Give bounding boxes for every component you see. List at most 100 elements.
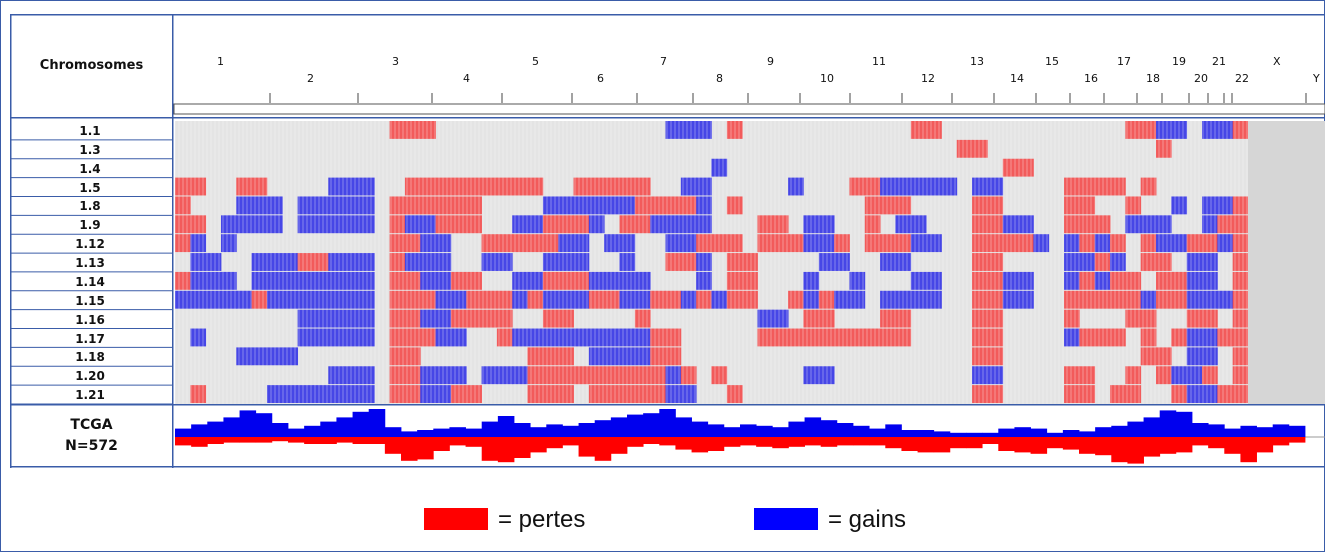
- loss-cell: [772, 328, 789, 347]
- gain-cell: [236, 215, 253, 234]
- loss-cell: [175, 215, 191, 234]
- loss-bar: [1208, 437, 1225, 449]
- gain-bar: [497, 416, 515, 437]
- loss-cell: [726, 253, 743, 271]
- loss-cell: [1156, 347, 1172, 366]
- loss-cell: [404, 366, 421, 385]
- loss-cell: [481, 234, 498, 253]
- loss-cell: [1079, 271, 1096, 290]
- loss-bar: [449, 437, 466, 446]
- gain-cell: [527, 328, 544, 347]
- loss-cell: [650, 290, 666, 309]
- gain-cell: [343, 177, 360, 196]
- gain-cell: [175, 290, 191, 309]
- chromosome-label: 4: [463, 72, 470, 85]
- loss-cell: [450, 196, 467, 215]
- loss-cell: [726, 290, 743, 309]
- gain-cell: [358, 177, 375, 196]
- gain-cell: [880, 290, 896, 309]
- loss-cell: [880, 328, 896, 347]
- gain-bar: [1143, 417, 1161, 437]
- loss-cell: [542, 234, 559, 253]
- loss-cell: [404, 121, 421, 139]
- loss-cell: [1140, 177, 1157, 196]
- loss-bar: [465, 437, 483, 447]
- gain-cell: [328, 385, 345, 403]
- loss-cell: [1110, 234, 1126, 253]
- chromosome-label: 21: [1212, 55, 1226, 68]
- gain-cell: [328, 271, 345, 290]
- loss-cell: [404, 309, 421, 328]
- gain-cell: [803, 234, 820, 253]
- loss-cell: [818, 290, 835, 309]
- loss-bar: [1079, 437, 1096, 454]
- loss-cell: [404, 290, 421, 309]
- loss-cell: [1110, 177, 1126, 196]
- gain-bar: [627, 414, 644, 437]
- loss-cell: [987, 271, 1004, 290]
- gain-cell: [926, 177, 942, 196]
- gain-cell: [297, 196, 314, 215]
- gain-cell: [895, 290, 912, 309]
- gain-cell: [1171, 366, 1188, 385]
- chromosome-label: 17: [1117, 55, 1131, 68]
- gain-cell: [987, 177, 1004, 196]
- loss-bar: [643, 437, 660, 444]
- gain-cell: [343, 271, 360, 290]
- loss-cell: [512, 177, 528, 196]
- gain-cell: [220, 234, 237, 253]
- gain-bar: [1079, 431, 1096, 437]
- loss-cell: [604, 290, 620, 309]
- sample-label: 1.4: [79, 161, 101, 176]
- loss-cell: [404, 177, 421, 196]
- loss-bar: [594, 437, 612, 461]
- gain-cell: [251, 253, 268, 271]
- sample-label: 1.17: [75, 331, 105, 346]
- loss-cell: [1171, 290, 1188, 309]
- tcga-label-line2: N=572: [65, 438, 118, 454]
- gain-cell: [236, 290, 253, 309]
- loss-cell: [1125, 196, 1142, 215]
- gain-cell: [619, 196, 636, 215]
- gain-cell: [420, 385, 436, 403]
- loss-cell: [665, 328, 682, 347]
- sample-label: 1.3: [79, 142, 101, 157]
- loss-cell: [634, 177, 651, 196]
- gain-bar: [1046, 432, 1064, 437]
- loss-cell: [404, 328, 421, 347]
- loss-bar: [497, 437, 515, 463]
- loss-cell: [711, 234, 728, 253]
- loss-cell: [450, 177, 467, 196]
- loss-cell: [1064, 385, 1080, 403]
- loss-cell: [1002, 158, 1019, 177]
- gain-cell: [450, 328, 467, 347]
- loss-cell: [987, 196, 1004, 215]
- loss-cell: [1186, 234, 1203, 253]
- gain-bar: [901, 430, 918, 437]
- loss-cell: [650, 328, 666, 347]
- gain-cell: [328, 215, 345, 234]
- sample-label: 1.21: [75, 388, 105, 403]
- gain-bar: [401, 431, 418, 437]
- loss-cell: [742, 290, 758, 309]
- loss-cell: [619, 215, 636, 234]
- gain-cell: [481, 366, 498, 385]
- loss-cell: [726, 385, 743, 403]
- gain-cell: [297, 215, 314, 234]
- gain-cell: [251, 271, 268, 290]
- loss-cell: [1110, 290, 1126, 309]
- gain-cell: [190, 253, 207, 271]
- sample-label: 1.13: [75, 256, 105, 271]
- loss-cell: [634, 215, 651, 234]
- loss-bar: [417, 437, 434, 460]
- gain-cell: [282, 290, 299, 309]
- loss-cell: [1079, 385, 1096, 403]
- loss-cell: [1156, 253, 1172, 271]
- gain-cell: [1186, 290, 1203, 309]
- loss-cell: [389, 253, 406, 271]
- loss-cell: [389, 328, 406, 347]
- loss-cell: [726, 271, 743, 290]
- unmapped-region: [1248, 121, 1325, 404]
- legend-loss-text: = pertes: [498, 506, 586, 533]
- gain-cell: [972, 366, 988, 385]
